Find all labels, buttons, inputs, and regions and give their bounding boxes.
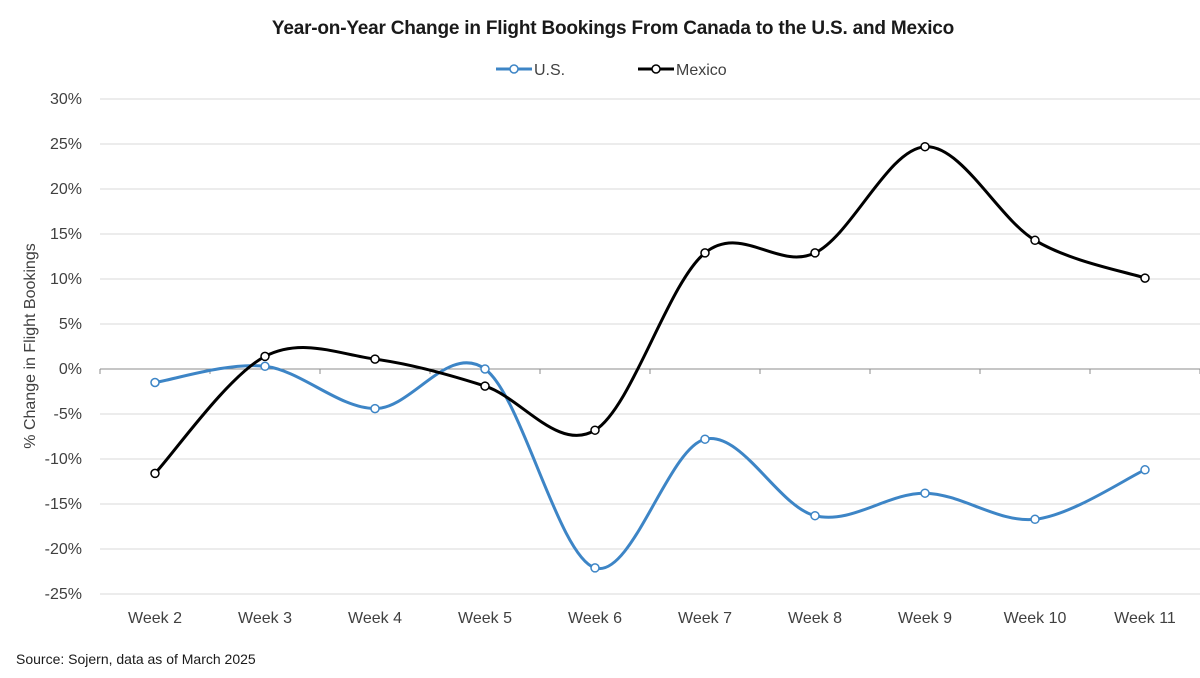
- data-point: [700, 434, 710, 444]
- data-point: [150, 377, 160, 388]
- y-tick-label: 5%: [59, 316, 82, 333]
- y-tick-label: 10%: [50, 271, 82, 288]
- y-tick-label: -10%: [45, 451, 82, 468]
- data-point: [1030, 514, 1040, 525]
- data-point: [1140, 465, 1150, 475]
- y-tick-label: 0%: [59, 361, 82, 378]
- legend-item-mexico: Mexico: [638, 62, 727, 79]
- x-tick-label: Week 11: [1114, 610, 1176, 627]
- data-point: [810, 248, 820, 258]
- x-axis: Week 2 Week 3 Week 4 Week 5 Week 6 Week 7 Week…: [128, 610, 1176, 627]
- x-tick-label: Week 2: [128, 610, 182, 627]
- data-point: [150, 468, 160, 479]
- y-tick-label: -20%: [45, 541, 82, 558]
- data-point: [920, 488, 930, 498]
- chart-title: Year-on-Year Change in Flight Bookings F…: [271, 18, 955, 39]
- x-tick-label: Week 3: [238, 610, 292, 627]
- data-point: [700, 248, 710, 258]
- series-line-u-s: [153, 361, 1147, 570]
- x-tick-label: Week 4: [348, 610, 402, 627]
- legend-item-u-s: U.S.: [496, 62, 565, 79]
- data-point: [260, 351, 270, 362]
- data-point: [480, 381, 490, 391]
- data-point: [1030, 235, 1040, 246]
- data-point: [260, 361, 270, 372]
- legend: U.S. Mexico: [496, 62, 727, 79]
- data-point: [590, 563, 600, 573]
- data-point: [370, 354, 380, 364]
- y-axis: 30% 25% 20% 15% 10% 5% 0% -5% -10% -15% -20% -25%: [45, 91, 82, 603]
- series-layer: [150, 141, 1150, 573]
- y-tick-label: -5%: [54, 406, 82, 423]
- y-tick-label: -15%: [45, 496, 82, 513]
- gridlines: [100, 98, 1200, 595]
- x-tick-label: Week 10: [1004, 610, 1067, 627]
- data-point: [1140, 273, 1150, 283]
- x-tick-label: Week 8: [788, 610, 842, 627]
- data-point: [480, 364, 490, 374]
- x-tick-label: Week 9: [898, 610, 952, 627]
- legend-marker: [509, 64, 519, 74]
- series-line-mexico: [153, 145, 1147, 475]
- source-note: Source: Sojern, data as of March 2025: [16, 651, 256, 667]
- legend-label: U.S.: [534, 62, 565, 79]
- data-point: [920, 141, 930, 152]
- x-tick-label: Week 6: [568, 610, 622, 627]
- y-tick-label: 30%: [50, 91, 82, 108]
- y-tick-label: 20%: [50, 181, 82, 198]
- data-point: [370, 403, 380, 414]
- y-axis-label: % Change in Flight Bookings: [22, 243, 39, 448]
- x-tick-label: Week 5: [458, 610, 512, 627]
- zero-axis: [99, 368, 1200, 374]
- y-tick-label: 25%: [50, 136, 82, 153]
- legend-marker: [651, 64, 661, 74]
- y-tick-label: 15%: [50, 226, 82, 243]
- series-u-s: [150, 361, 1150, 573]
- series-mexico: [150, 141, 1150, 479]
- data-point: [810, 510, 820, 521]
- legend-label: Mexico: [676, 62, 727, 79]
- data-point: [590, 425, 600, 435]
- x-tick-label: Week 7: [678, 610, 732, 627]
- y-tick-label: -25%: [45, 586, 82, 603]
